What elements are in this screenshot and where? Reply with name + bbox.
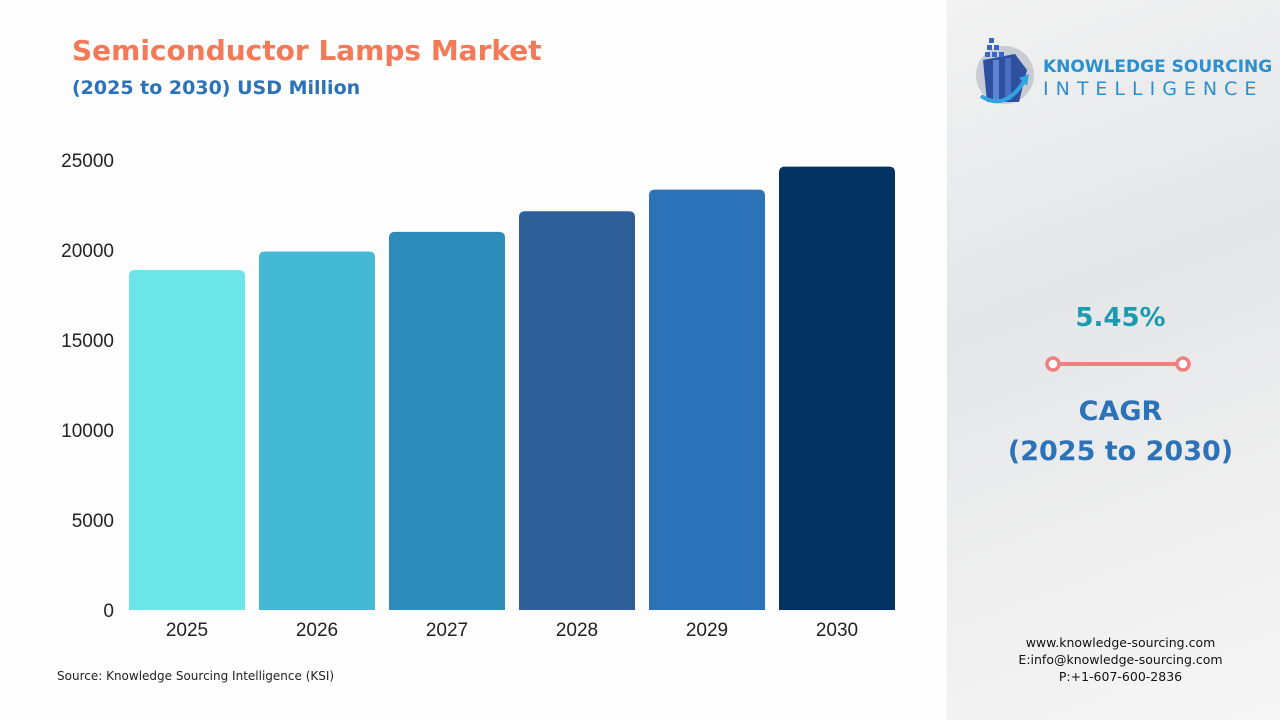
logo-text-secondary: INTELLIGENCE — [1043, 78, 1264, 100]
x-tick-label: 2025 — [166, 620, 208, 641]
cagr-value: 5.45% — [1075, 303, 1166, 333]
bar-2027 — [389, 231, 505, 610]
bar-2028 — [519, 211, 635, 611]
y-tick-label: 15000 — [61, 331, 114, 352]
bar-2029 — [649, 189, 765, 610]
bar-2030 — [779, 166, 895, 610]
y-tick-label: 25000 — [61, 151, 114, 172]
y-tick-label: 0 — [103, 601, 114, 622]
y-tick-label: 5000 — [72, 511, 114, 532]
x-tick-label: 2028 — [556, 620, 598, 641]
source-note: Source: Knowledge Sourcing Intelligence … — [57, 669, 335, 683]
x-tick-label: 2026 — [296, 620, 338, 641]
chart-subtitle: (2025 to 2030) USD Million — [72, 77, 361, 99]
cagr-label: CAGR (2025 to 2030) — [947, 392, 1280, 472]
phone-number: P:+1-607-600-2836 — [1058, 669, 1183, 684]
contact-info: www.knowledge-sourcing.com E:info@knowle… — [947, 634, 1280, 685]
website-link[interactable]: www.knowledge-sourcing.com — [1025, 635, 1216, 650]
cagr-label-text: CAGR — [1078, 396, 1163, 427]
logo-text-primary: KNOWLEDGE SOURCING — [1043, 57, 1273, 77]
logo-icon — [976, 38, 1034, 104]
x-tick-label: 2029 — [686, 620, 728, 641]
y-tick-label: 10000 — [61, 421, 114, 442]
bar-2026 — [259, 251, 375, 610]
chart-title: Semiconductor Lamps Market — [72, 34, 542, 67]
logo: KNOWLEDGE SOURCING INTELLIGENCE — [975, 30, 1275, 110]
y-tick-label: 20000 — [61, 241, 114, 262]
bar-chart: 0 5000 10000 15000 20000 25000 2025 2026 2027 202… — [61, 151, 895, 641]
x-tick-label: 2027 — [426, 620, 468, 641]
x-tick-label: 2030 — [816, 620, 858, 641]
bar-2025 — [129, 269, 245, 610]
cagr-divider — [1045, 356, 1191, 372]
side-panel: KNOWLEDGE SOURCING INTELLIGENCE 5.45% CA… — [947, 0, 1280, 720]
email-link[interactable]: E:info@knowledge-sourcing.com — [1018, 652, 1223, 667]
cagr-period: (2025 to 2030) — [1007, 436, 1234, 467]
